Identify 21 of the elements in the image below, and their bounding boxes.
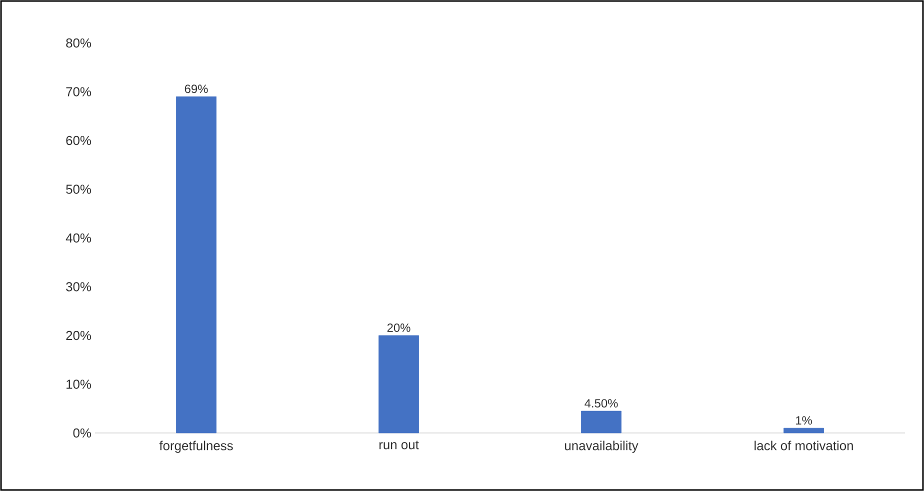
y-tick-label: 70% — [66, 87, 92, 96]
y-tick-label: 0% — [73, 428, 92, 438]
y-tick-label: 60% — [66, 136, 92, 146]
x-tick-label: lack of motivation — [754, 440, 853, 450]
y-tick-label: 10% — [66, 380, 92, 389]
bar — [581, 410, 622, 434]
x-tick-label: forgetfulness — [159, 440, 233, 453]
bar — [378, 335, 419, 434]
y-tick-label: 80% — [66, 38, 92, 48]
y-tick-label: 50% — [66, 184, 92, 194]
y-tick-label: 40% — [66, 233, 92, 243]
data-label: 1% — [796, 416, 812, 425]
data-label: 20% — [387, 324, 410, 332]
data-label: 4.50% — [584, 399, 618, 408]
bar — [784, 428, 824, 434]
x-tick-label: run out — [379, 440, 419, 450]
data-label: 69% — [184, 84, 208, 94]
y-tick-label: 20% — [66, 330, 92, 340]
x-tick-label: unavailability — [565, 440, 638, 453]
bar — [176, 96, 216, 434]
y-tick-label: 30% — [66, 282, 92, 292]
